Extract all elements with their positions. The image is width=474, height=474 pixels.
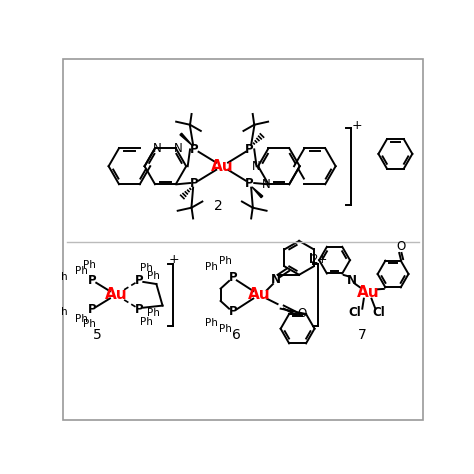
Text: O: O: [396, 240, 405, 253]
Text: +: +: [169, 253, 180, 266]
Text: Ph: Ph: [147, 309, 160, 319]
Text: N: N: [251, 160, 260, 173]
Text: P: P: [191, 176, 199, 190]
Text: Au: Au: [248, 287, 270, 302]
Text: P: P: [135, 303, 144, 316]
Text: Ph: Ph: [140, 317, 153, 327]
Text: 5: 5: [93, 328, 102, 342]
Text: Cl: Cl: [348, 306, 361, 319]
Text: Ph: Ph: [83, 260, 96, 270]
Text: P: P: [88, 303, 97, 316]
Text: h: h: [61, 307, 68, 317]
Text: P: P: [228, 305, 237, 318]
Text: P: P: [88, 274, 97, 287]
Text: O: O: [298, 307, 307, 320]
Text: Ph: Ph: [75, 266, 88, 276]
Text: 2+: 2+: [310, 253, 327, 266]
Text: P: P: [246, 143, 254, 156]
Text: Ph: Ph: [83, 319, 96, 329]
Text: Au: Au: [357, 285, 380, 300]
Text: P: P: [191, 143, 199, 156]
Text: N: N: [262, 178, 271, 191]
Text: Ph: Ph: [219, 324, 232, 334]
Text: P: P: [228, 272, 237, 284]
Text: P: P: [246, 176, 254, 190]
Polygon shape: [180, 133, 192, 146]
Text: P: P: [135, 274, 144, 287]
Text: Ph: Ph: [140, 263, 153, 273]
Text: Ph: Ph: [205, 262, 218, 272]
Text: Au: Au: [211, 159, 234, 173]
Text: 7: 7: [358, 328, 367, 342]
Text: N: N: [153, 142, 162, 155]
Text: Cl: Cl: [373, 306, 385, 319]
Text: N: N: [346, 273, 356, 287]
Text: Ph: Ph: [147, 271, 160, 281]
Text: Ph: Ph: [219, 256, 232, 266]
Polygon shape: [252, 187, 263, 198]
Text: Ph: Ph: [205, 318, 218, 328]
Text: 6: 6: [232, 328, 240, 342]
Text: N: N: [173, 142, 182, 155]
Text: 2: 2: [214, 199, 223, 213]
Text: Ph: Ph: [75, 314, 88, 324]
Text: N: N: [271, 273, 281, 286]
Text: h: h: [61, 273, 68, 283]
Text: Au: Au: [105, 287, 127, 302]
Text: +: +: [352, 119, 363, 132]
